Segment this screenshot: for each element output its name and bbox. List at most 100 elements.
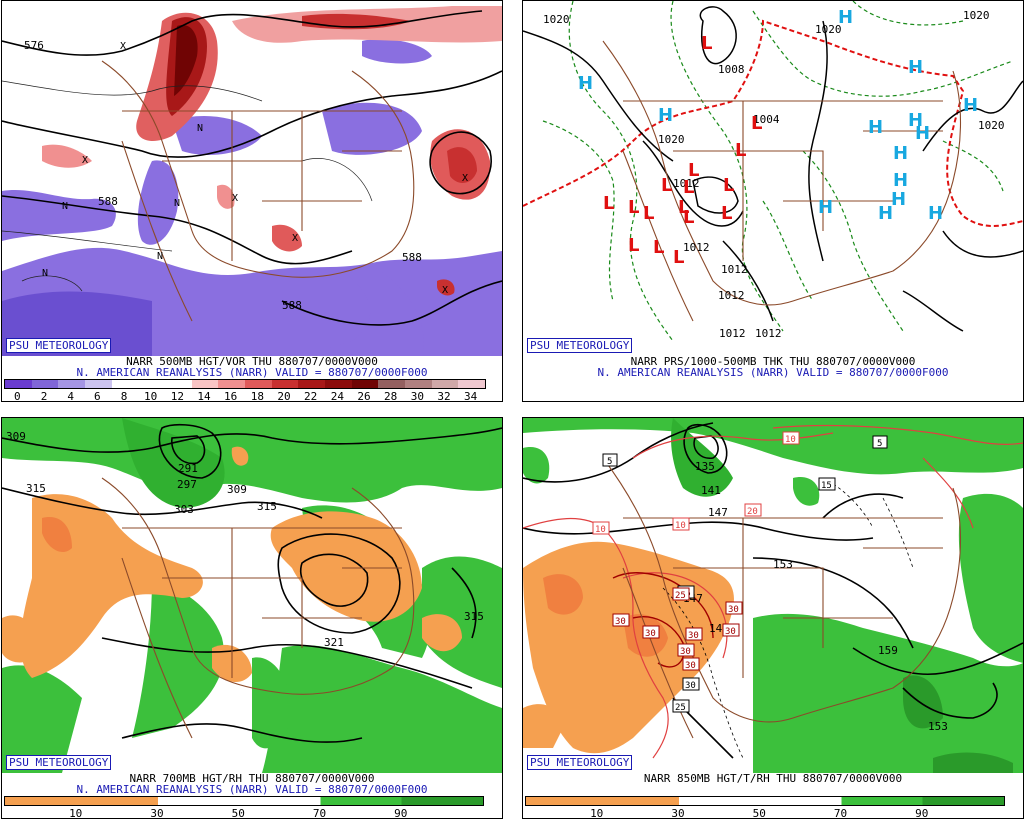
panel-title-line2: N. AMERICAN REANALYSIS (NARR) VALID = 88… [597,366,949,379]
temp-label-box: 30 [612,613,630,627]
colorbar-tick-label: 10 [590,807,604,819]
low-pressure-marker: L [643,203,654,224]
colorbar-tick-label: 12 [170,390,184,402]
low-pressure-marker: L [628,235,639,256]
isobar-label: 1012 [755,327,782,340]
isobar-label: 1020 [543,13,570,26]
colorbar-swatch [138,380,166,388]
temp-label-box: 15 [818,477,836,491]
high-pressure-marker: H [908,57,923,78]
panel-500mb-hgt-vor: 576 588 588 588 X X X X X X N N N N N PS… [1,0,503,402]
low-pressure-marker: L [701,33,712,54]
colorbar-swatch [5,380,32,388]
vort-min-marker: N [197,123,203,134]
contour-label: 141 [701,484,721,497]
temp-label-box: 10 [592,521,610,535]
high-pressure-marker: H [838,7,853,28]
svg-text:30: 30 [725,627,736,637]
vort-max-marker: X [120,41,126,52]
svg-text:30: 30 [685,661,696,671]
colorbar-swatch [165,380,192,388]
high-pressure-marker: H [915,123,930,144]
colorbar-tick-label: 26 [357,390,371,402]
contour-label: 588 [282,299,302,312]
map-700mb: 309 315 297 291 303 309 315 321 315 [2,418,502,773]
colorbar-tick-label: 50 [752,807,766,819]
colorbar-tick-label: 70 [312,807,327,819]
isobar-label: 1012 [673,177,700,190]
isobar-label: 1008 [718,63,745,76]
rh-colorbar [525,796,1005,806]
high-pressure-marker: H [963,95,978,116]
vort-max-marker: X [462,173,468,184]
contour-label: 297 [177,478,197,491]
colorbar-tick-label: 0 [14,390,21,402]
colorbar-tick-label: 50 [231,807,245,819]
colorbar-ticks: 10 30 50 70 90 [523,807,1023,819]
panel-title-line1: NARR 700MB HGT/RH THU 880707/0000V000 [129,772,375,785]
high-pressure-marker: H [893,170,908,191]
svg-text:15: 15 [821,481,832,491]
temp-label-box: 20 [744,503,762,517]
temp-label-box: 10 [782,431,800,445]
colorbar-swatch [325,380,352,388]
colorbar-swatch [245,380,272,388]
colorbar-swatch [458,380,486,388]
vort-max-marker: X [232,193,238,204]
temp-label-box: 30 [685,627,703,641]
temp-label-box: 10 [672,517,690,531]
colorbar-tick-label: 10 [69,807,83,819]
psu-meteorology-badge: PSU METEOROLOGY [6,755,112,770]
high-pressure-marker: H [578,73,593,94]
contour-label: 153 [773,558,793,571]
svg-text:30: 30 [680,647,691,657]
colorbar-swatch [271,380,299,388]
colorbar-swatch [431,380,459,388]
isobar-label: 1012 [719,327,746,340]
colorbar-tick-label: 14 [197,390,211,402]
colorbar-ticks: 0 2 4 6 8 10 12 14 16 18 20 22 24 26 28 30 32 34 [2,390,502,402]
colorbar-swatch [218,380,246,388]
isobar-label: 1012 [718,289,745,302]
colorbar-tick-label: 22 [304,390,318,402]
colorbar-tick-label: 30 [150,807,164,819]
colorbar-swatch [378,380,406,388]
contour-label: 309 [6,430,26,443]
contour-label: 315 [257,500,277,513]
svg-text:25: 25 [675,703,686,713]
colorbar-swatch [31,380,59,388]
low-pressure-marker: L [661,175,672,196]
panel-title-line2: N. AMERICAN REANALYSIS (NARR) VALID = 88… [76,366,428,379]
colorbar-swatch [298,380,326,388]
contour-label: 588 [98,195,118,208]
contour-label: 309 [227,483,247,496]
panel-pressure-thickness: 1020 1020 1020 1008 1012 1012 1012 1012 … [522,0,1024,402]
rh-colorbar [4,796,484,806]
vort-min-marker: N [42,268,48,279]
colorbar-tick-label: 90 [394,807,408,819]
panel-title-line1: NARR 500MB HGT/VOR THU 880707/0000V000 [126,355,378,368]
psu-meteorology-badge: PSU METEOROLOGY [527,755,633,770]
colorbar-tick-label: 10 [144,390,158,402]
low-pressure-marker: L [678,197,689,218]
colorbar-tick-label: 90 [915,807,929,819]
isobar-label: 1020 [815,23,842,36]
colorbar-tick-label: 32 [437,390,451,402]
svg-text:25: 25 [675,591,686,601]
low-pressure-marker: L [673,247,684,268]
high-pressure-marker: H [818,197,833,218]
contour-label: 321 [324,636,344,649]
svg-text:30: 30 [615,617,626,627]
colorbar-swatch [111,380,139,388]
low-pressure-marker: L [683,207,694,228]
map-500mb: 576 588 588 588 X X X X X X N N N N N [2,1,502,356]
contour-label: 135 [695,460,715,473]
temp-label-box: 25 [672,587,690,601]
svg-text:30: 30 [685,681,696,691]
low-pressure-marker: L [628,197,639,218]
colorbar-tick-label: 2 [40,390,48,402]
colorbar-tick-label: 70 [833,807,848,819]
svg-text:10: 10 [675,521,686,531]
isobar-label: 1012 [683,241,710,254]
contour-label: 576 [24,39,44,52]
